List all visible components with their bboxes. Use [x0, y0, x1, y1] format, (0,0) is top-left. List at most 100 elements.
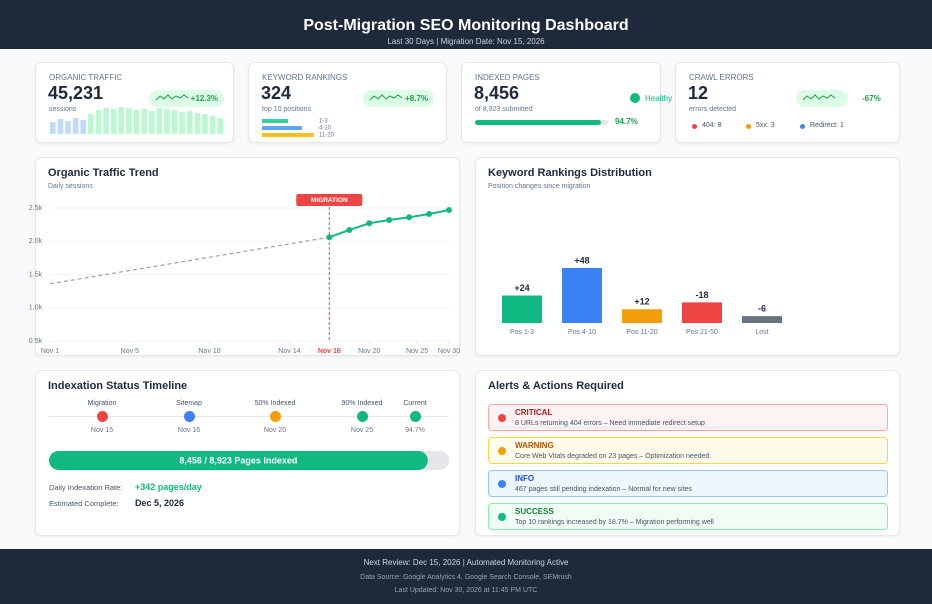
mini-bar: [80, 120, 87, 134]
footer: Next Review: Dec 15, 2026 | Automated Mo…: [0, 549, 932, 604]
mini-bar: [186, 111, 193, 134]
rank-bar-label: 11-20: [319, 133, 335, 139]
timeline-line: [49, 416, 449, 417]
y-tick-label: 1.5k: [29, 271, 43, 278]
kpi-value: 45,231: [48, 83, 104, 103]
x-tick-label: Nov 20: [358, 348, 380, 355]
alert-text: Core Web Vitals degraded on 23 pages – O…: [515, 453, 710, 460]
footer-review: Next Review: Dec 15, 2026 | Automated Mo…: [363, 558, 569, 567]
alert-level: WARNING: [515, 441, 554, 450]
bar: [742, 316, 782, 323]
kpi-change: -67%: [862, 94, 881, 103]
mini-bar: [171, 110, 178, 134]
mini-bar: [217, 118, 223, 134]
stat-value: +342 pages/day: [135, 482, 202, 492]
milestone-dot: [184, 411, 195, 422]
alert: CRITICAL 8 URLs returning 404 errors – Ne…: [488, 404, 888, 431]
traffic-point: [346, 226, 353, 233]
mini-bar: [103, 108, 109, 134]
mini-bar: [88, 114, 94, 134]
mini-bar: [65, 121, 71, 134]
rank-bar-label: 1-3: [319, 119, 328, 125]
x-tick-label: Nov 16: [318, 348, 341, 355]
mini-bar: [133, 110, 140, 134]
mini-bar: [202, 114, 208, 134]
kpi-card: CRAWL ERRORS 12 errors detected -67% 404: 8 5…: [675, 62, 900, 143]
milestone-date: Nov 25: [350, 427, 374, 434]
panel-title: Alerts & Actions Required: [488, 380, 624, 392]
x-tick-label: Pos 11-20: [626, 329, 657, 336]
trend-pill: [796, 90, 848, 107]
mini-bar: [141, 109, 147, 134]
kpi-value: 12: [688, 83, 709, 103]
header: Post-Migration SEO Monitoring Dashboard …: [0, 0, 932, 49]
index-progress: 8,456 / 8,923 Pages Indexed: [49, 451, 449, 470]
x-tick-label: Pos 21-50: [686, 329, 718, 336]
legend-label: 5xx: 3: [756, 122, 775, 129]
trend-pill: +12.3%: [149, 90, 224, 107]
rank-bar: [262, 126, 302, 130]
alert: WARNING Core Web Vitals degraded on 23 pa…: [488, 437, 888, 464]
progress-fill: [475, 120, 601, 125]
y-tick-label: 2.0k: [29, 238, 43, 245]
kpi-label: INDEXED PAGES: [475, 73, 540, 82]
milestone-date: Nov 20: [263, 427, 287, 434]
alert-text: 8 URLs returning 404 errors – Need immed…: [515, 420, 705, 427]
panel-title: Indexation Status Timeline: [48, 380, 188, 392]
kpi-card: KEYWORD RANKINGS 324 top 10 positions +8.7%…: [248, 62, 447, 143]
footer-source: Data Source: Google Analytics 4, Google …: [360, 574, 572, 581]
mini-bar: [110, 109, 117, 134]
panel-subtitle: Position changes since migration: [488, 183, 591, 190]
y-tick-label: 1.0k: [29, 305, 43, 312]
status-dot: [630, 93, 640, 103]
legend-label: Redirect: 1: [810, 122, 844, 129]
status-label: Healthy: [645, 94, 673, 103]
stat-label: Daily Indexation Rate:: [49, 483, 123, 492]
milestone-label: 90% Indexed: [341, 400, 383, 407]
mini-bar: [148, 111, 155, 134]
kpi-label: CRAWL ERRORS: [689, 73, 754, 82]
sparkline: [369, 94, 403, 101]
kpi-unit: sessions: [49, 106, 77, 113]
alert-dot: [498, 513, 506, 521]
kpi-label: KEYWORD RANKINGS: [262, 73, 348, 82]
alert-level: SUCCESS: [515, 507, 554, 516]
kpi-change: +12.3%: [190, 94, 218, 103]
sparkline: [802, 94, 836, 101]
rank-bar: [262, 119, 288, 123]
bar-value-label: +48: [574, 255, 589, 265]
milestone-dot: [410, 411, 421, 422]
progress-fill: [49, 451, 428, 470]
bar-value-label: -6: [758, 304, 766, 314]
alert-level: CRITICAL: [515, 408, 553, 417]
kpi-unit: errors detected: [689, 106, 737, 113]
rank-bar: [262, 133, 314, 137]
alert-text: Top 10 rankings increased by 18.7% – Mig…: [515, 519, 714, 526]
migration-badge: [296, 194, 363, 206]
mini-bar: [95, 110, 102, 134]
y-tick-label: 0.5k: [29, 338, 43, 345]
mini-bar: [194, 113, 201, 134]
kpi-change: +8.7%: [405, 94, 428, 103]
traffic-point: [326, 234, 333, 241]
x-tick-label: Pos 4-10: [568, 329, 596, 336]
x-tick-label: Nov 1: [41, 348, 59, 355]
bar: [562, 268, 602, 323]
mini-bar: [50, 122, 56, 134]
kpi-label: ORGANIC TRAFFIC: [49, 73, 123, 82]
legend-label: 404: 8: [702, 122, 722, 129]
mini-bar: [126, 108, 132, 134]
x-tick-label: Nov 14: [278, 348, 300, 355]
traffic-point: [366, 220, 373, 227]
kpi-card: ORGANIC TRAFFIC 45,231 sessions +12.3%: [35, 62, 234, 143]
panel-subtitle: Daily sessions: [48, 183, 93, 190]
traffic-point: [446, 206, 452, 213]
alert: SUCCESS Top 10 rankings increased by 18.7…: [488, 503, 888, 530]
traffic-panel: Organic Traffic Trend Daily sessions 0.5k 1…: [29, 157, 460, 356]
line-chart: 0.5k 1.0k 1.5k 2.0k 2.5k Nov 1 Nov 5 Nov 10 Nov …: [29, 194, 460, 355]
traffic-point: [406, 214, 413, 221]
alert-dot: [498, 414, 506, 422]
bar-value-label: +12: [634, 297, 649, 307]
stat-value: Dec 5, 2026: [135, 498, 185, 508]
